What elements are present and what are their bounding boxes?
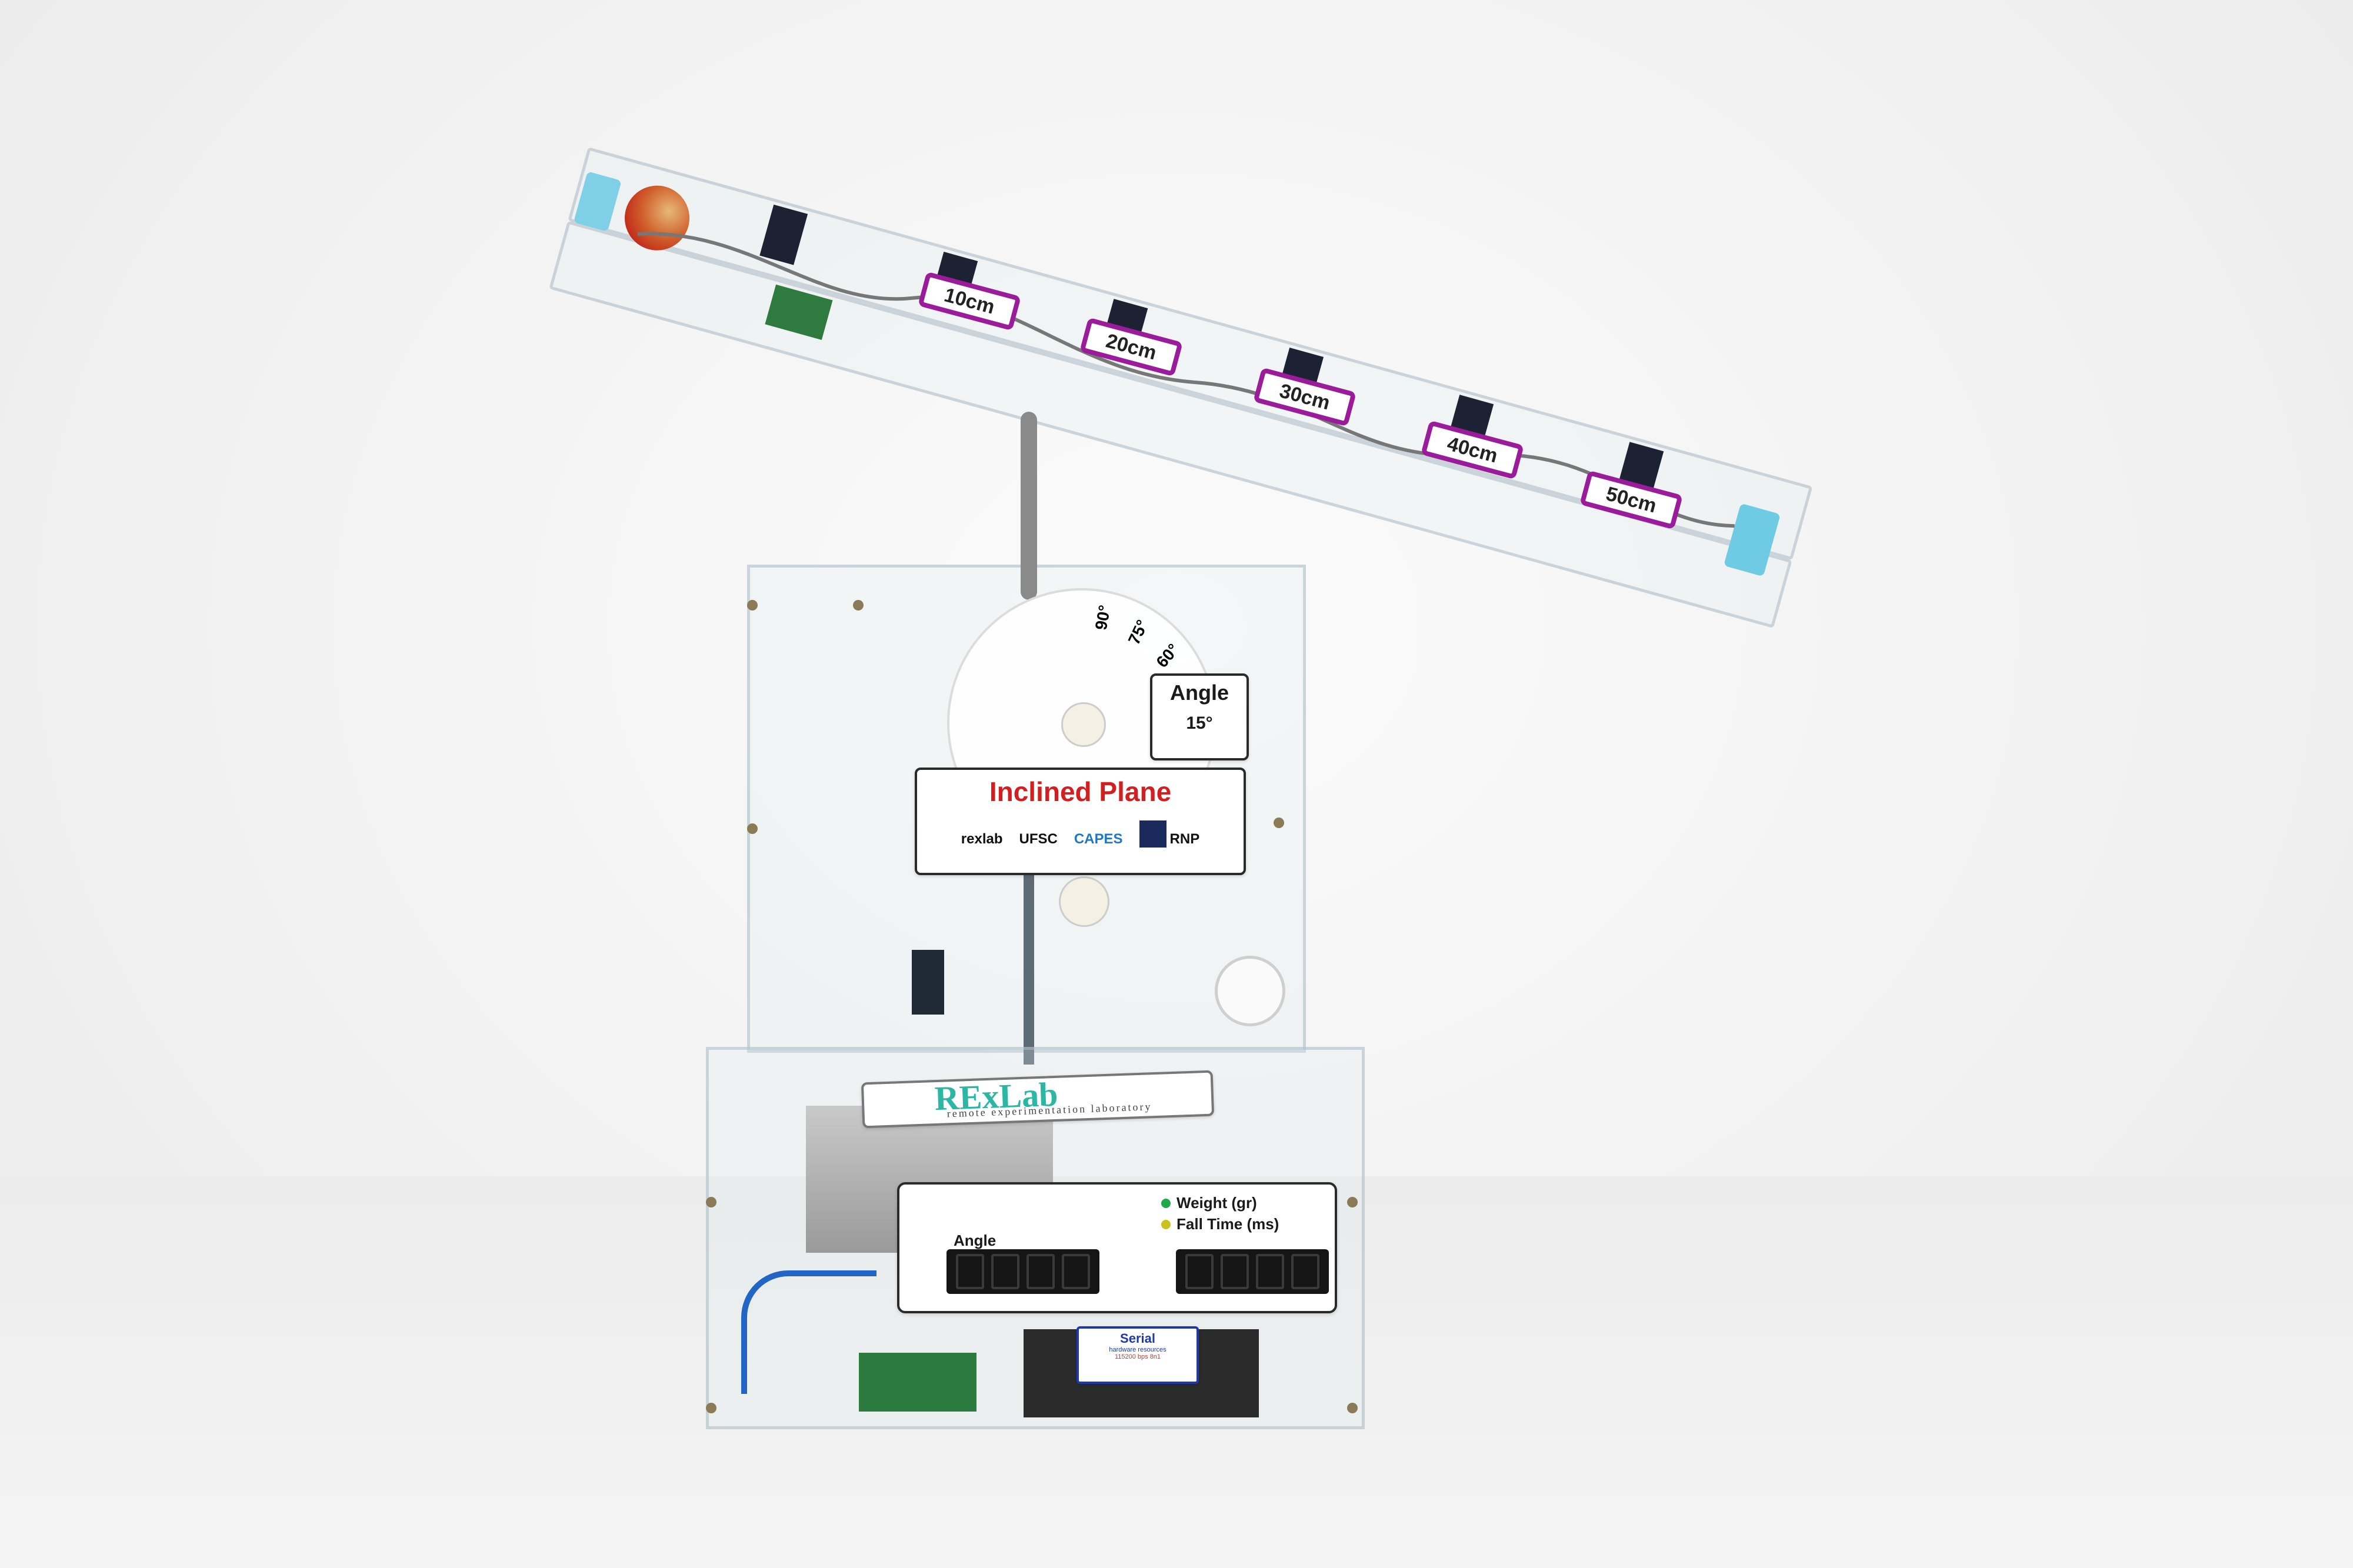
angle-card-title: Angle bbox=[1169, 680, 1229, 705]
capes-logo: CAPES bbox=[1074, 831, 1123, 847]
screw bbox=[1347, 1403, 1358, 1413]
hub bbox=[1061, 702, 1106, 747]
legend-falltime-label: Fall Time (ms) bbox=[1176, 1215, 1279, 1233]
screw bbox=[853, 600, 864, 610]
inclined-rail bbox=[548, 147, 1813, 632]
digit bbox=[1026, 1254, 1055, 1289]
screw bbox=[706, 1197, 716, 1207]
display-panel: Angle Weight (gr) Fall Time (ms) bbox=[897, 1182, 1337, 1313]
protractor-mark: 60° bbox=[1152, 640, 1183, 671]
screw bbox=[747, 600, 758, 610]
digit bbox=[1256, 1254, 1284, 1289]
servo-wheel bbox=[1215, 956, 1285, 1026]
protractor-mark: 90° bbox=[1091, 603, 1114, 632]
digit bbox=[991, 1254, 1019, 1289]
angle-card: Angle 15° bbox=[1150, 673, 1249, 760]
green-led-icon bbox=[1161, 1198, 1171, 1208]
legend-falltime: Fall Time (ms) bbox=[1161, 1215, 1279, 1233]
protractor-mark: 75° bbox=[1124, 617, 1152, 648]
lower-hub bbox=[1059, 876, 1109, 927]
title-card: Inclined Plane rexlab UFSC CAPES RNP bbox=[915, 768, 1246, 875]
digit bbox=[1185, 1254, 1214, 1289]
sensor-cable bbox=[637, 232, 1735, 528]
angle-seven-segment-display bbox=[946, 1249, 1099, 1294]
screw bbox=[1347, 1197, 1358, 1207]
usb-cable bbox=[741, 1270, 876, 1394]
logo-row: rexlab UFSC CAPES RNP bbox=[917, 820, 1244, 848]
display-angle-label: Angle bbox=[954, 1232, 996, 1249]
title-card-heading: Inclined Plane bbox=[989, 776, 1172, 807]
serial-line1: hardware resources bbox=[1109, 1346, 1166, 1353]
measure-seven-segment-display bbox=[1176, 1249, 1329, 1294]
digit bbox=[1291, 1254, 1319, 1289]
ufsc-logo: UFSC bbox=[1019, 831, 1058, 847]
raspberry-pi bbox=[859, 1353, 976, 1412]
ir-sensor-module bbox=[912, 950, 944, 1015]
support-rod bbox=[1024, 870, 1034, 1065]
serial-title: Serial bbox=[1120, 1331, 1155, 1346]
legend-weight: Weight (gr) bbox=[1161, 1194, 1257, 1212]
serial-card: Serial hardware resources 115200 bps 8n1 bbox=[1076, 1326, 1199, 1384]
digit bbox=[956, 1254, 984, 1289]
rexlab-logo: rexlab bbox=[961, 831, 1003, 847]
screw bbox=[706, 1403, 716, 1413]
yellow-led-icon bbox=[1161, 1219, 1171, 1229]
cable-bundle bbox=[1021, 412, 1037, 600]
screw bbox=[747, 823, 758, 834]
digit bbox=[1221, 1254, 1249, 1289]
legend-weight-label: Weight (gr) bbox=[1176, 1194, 1257, 1212]
rnp-logo-icon bbox=[1139, 820, 1166, 848]
serial-line2: 115200 bps 8n1 bbox=[1114, 1353, 1161, 1360]
screw bbox=[1274, 818, 1284, 828]
angle-card-value: 15° bbox=[1186, 713, 1213, 733]
digit bbox=[1062, 1254, 1090, 1289]
rnp-logo: RNP bbox=[1169, 831, 1200, 847]
